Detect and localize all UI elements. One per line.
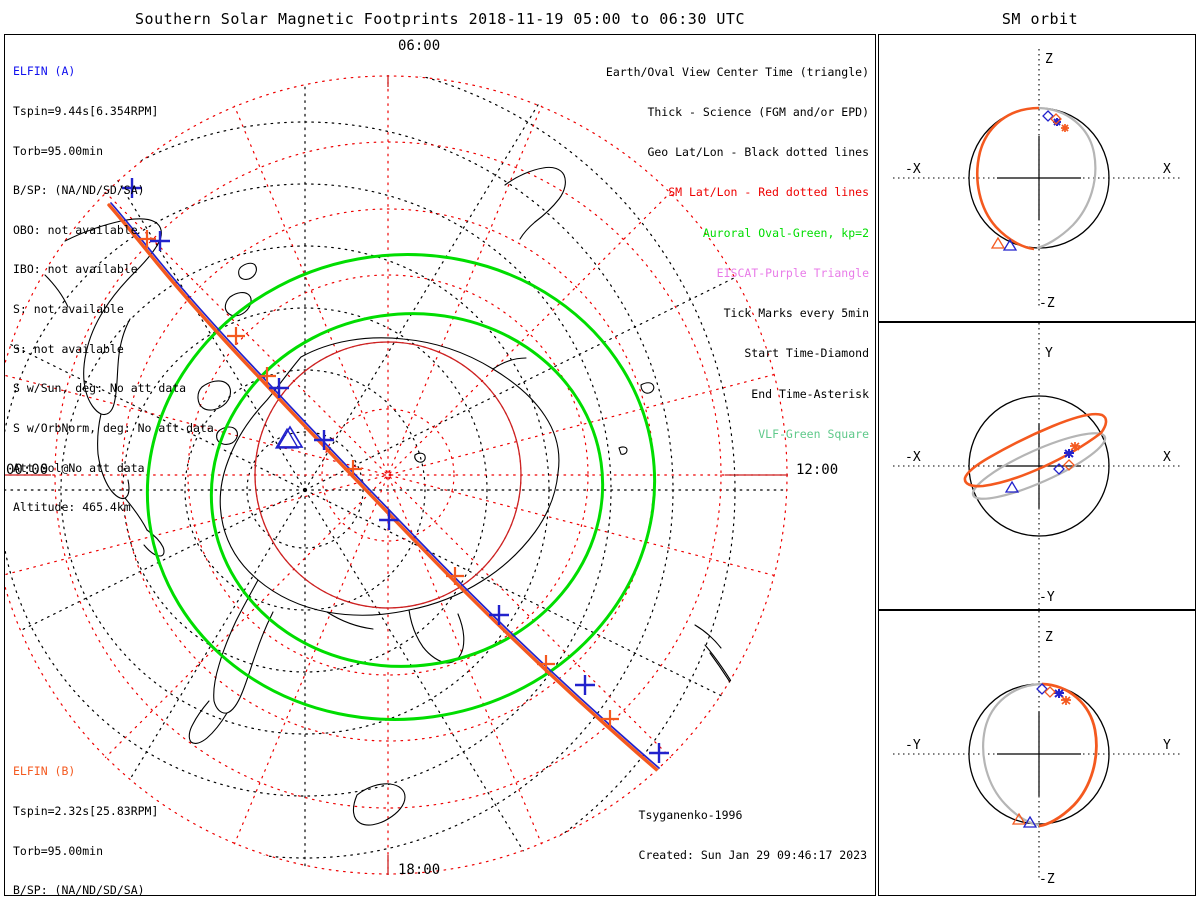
sm-xy-label-top: Y — [1045, 346, 1053, 361]
mlt-label-0600: 06:00 — [398, 38, 441, 54]
legend-item-8: End Time-Asterisk — [751, 386, 869, 401]
sm-xz-label-left: -X — [905, 162, 921, 177]
satellite-a-line-3: OBO: not available — [13, 222, 138, 237]
legend-item-5: EISCAT-Purple Triangle — [716, 265, 869, 280]
coastline — [44, 166, 788, 827]
legend-item-2: Geo Lat/Lon - Black dotted lines — [647, 145, 869, 160]
orbit-orange-yz — [1038, 682, 1098, 828]
view-center-triangle-elfin-a-yz — [1022, 815, 1038, 828]
satellite-b-line-2: B/SP: (NA/ND/SD/SA) — [13, 883, 145, 896]
view-center-triangle-elfin-a-xy — [1004, 480, 1020, 493]
view-center-triangle-elfin-a — [276, 425, 304, 448]
sm-orbit-yz-svg: -Y Y Z -Z — [893, 611, 1181, 887]
credits-block: Tsyganenko-1996 Created: Sun Jan 29 09:4… — [639, 782, 867, 889]
sm-inner-latitude-circle — [254, 341, 522, 609]
end-asterisk-elfin-b-yz — [1061, 696, 1071, 705]
legend-item-9: VLF-Green Square — [758, 426, 869, 441]
end-asterisk-elfin-a-xy — [1064, 449, 1074, 458]
satellite-b-name: ELFIN (B) — [13, 764, 76, 779]
orbit-orange-xz — [976, 106, 1040, 251]
start-diamond-elfin-a-xz — [1042, 110, 1054, 122]
orbit-orange-xy — [963, 412, 1108, 488]
sm-orbit-xy-svg: -X X Y -Y — [893, 323, 1181, 609]
sm-yz-dotted-axes — [893, 611, 1181, 881]
info-block-elfin-b: ELFIN (B) Tspin=2.32s[25.83RPM] Torb=95.… — [13, 739, 214, 896]
geo-grid — [5, 75, 788, 875]
sm-orbit-title: SM orbit — [1001, 10, 1079, 28]
satellite-a-name: ELFIN (A) — [13, 64, 76, 79]
view-center-triangle-elfin-a-xz — [1002, 238, 1018, 251]
sm-xy-center-crosshair — [997, 424, 1081, 508]
sm-xz-dotted-axes — [893, 49, 1181, 307]
view-center-triangle-elfin-b-yz — [1011, 812, 1027, 825]
sm-orbit-panel-yz: -Y Y Z -Z — [878, 610, 1196, 896]
start-diamond-elfin-b-yz — [1044, 686, 1056, 698]
legend-item-4: Auroral Oval-Green, kp=2 — [702, 225, 869, 240]
sm-orbit-xz-svg: -X X Z -Z — [893, 49, 1181, 311]
satellite-a-line-2: B/SP: (NA/ND/SD/SA) — [13, 183, 145, 198]
start-diamond-elfin-a-xy — [1053, 463, 1065, 475]
satellite-a-line-8: S w/OrbNorm, deg: No att data — [13, 420, 214, 435]
page-title: Southern Solar Magnetic Footprints 2018-… — [135, 10, 745, 28]
mlt-label-1200: 12:00 — [796, 462, 839, 478]
info-block-elfin-a: ELFIN (A) Tspin=9.44s[6.354RPM] Torb=95.… — [13, 39, 214, 541]
satellite-b-line-0: Tspin=2.32s[25.83RPM] — [13, 804, 159, 819]
satellite-a-line-7: S w/Sun, deg: No att data — [13, 381, 187, 396]
sm-xy-label-right: X — [1163, 450, 1171, 465]
polar-plot-svg — [5, 75, 788, 875]
sm-yz-label-left: -Y — [905, 738, 921, 753]
satellite-a-line-1: Torb=95.00min — [13, 143, 104, 158]
end-asterisk-elfin-b-xz — [1061, 124, 1069, 132]
sm-yz-label-top: Z — [1045, 630, 1053, 645]
sm-yz-label-bottom: -Z — [1039, 872, 1055, 887]
sm-xy-label-bottom: -Y — [1039, 590, 1055, 605]
start-diamond-elfin-a-yz — [1036, 683, 1048, 695]
polar-footprint-panel: ELFIN (A) Tspin=9.44s[6.354RPM] Torb=95.… — [4, 34, 876, 896]
model-label: Tsyganenko-1996 — [638, 807, 743, 822]
legend-item-1: Thick - Science (FGM and/or EPD) — [647, 105, 869, 120]
start-diamond-elfin-b-xz — [1050, 113, 1062, 125]
sm-xy-dotted-axes — [893, 323, 1181, 609]
sm-orbit-panel-xy: -X X Y -Y — [878, 322, 1196, 610]
satellite-a-line-4: IBO: not available — [13, 262, 138, 277]
legend-item-3: SM Lat/Lon - Red dotted lines — [668, 185, 869, 200]
satellite-a-line-10: Altitude: 465.4km — [13, 500, 131, 515]
legend-item-0: Earth/Oval View Center Time (triangle) — [605, 64, 869, 79]
auroral-oval-inner — [209, 312, 605, 668]
legend-item-7: Start Time-Diamond — [744, 346, 869, 361]
view-center-triangle-elfin-b — [274, 427, 300, 449]
mlt-label-0000: 00:00 — [6, 462, 49, 478]
satellite-a-line-5: S: not available — [13, 302, 124, 317]
start-diamond-elfin-b-xy — [1063, 459, 1075, 471]
sm-yz-center-crosshair — [997, 712, 1081, 796]
sm-orbit-panel-xz: -X X Z -Z — [878, 34, 1196, 322]
mlt-label-1800: 18:00 — [398, 862, 441, 878]
legend-block: Earth/Oval View Center Time (triangle) T… — [606, 39, 869, 468]
sm-yz-label-right: Y — [1163, 738, 1171, 753]
created-label: Created: Sun Jan 29 09:46:17 2023 — [638, 847, 867, 862]
view-center-triangle-elfin-b-xz — [990, 236, 1006, 249]
auroral-oval — [145, 253, 657, 721]
sm-xy-label-left: -X — [905, 450, 921, 465]
legend-item-6: Tick Marks every 5min — [723, 306, 869, 321]
end-asterisk-elfin-b-xy — [1070, 442, 1080, 451]
satellite-b-line-1: Torb=95.00min — [13, 843, 104, 858]
satellite-a-line-0: Tspin=9.44s[6.354RPM] — [13, 104, 159, 119]
plot-axes — [5, 75, 788, 875]
end-asterisk-elfin-a-xz — [1053, 118, 1061, 126]
orbit-grey-xz — [1036, 106, 1097, 250]
satellite-a-line-9: Att.Sol@No att data — [13, 460, 145, 475]
sm-xz-label-bottom: -Z — [1039, 296, 1055, 311]
satellite-a-line-6: S: not available — [13, 341, 124, 356]
sm-xz-label-right: X — [1163, 162, 1171, 177]
auroral-oval-outer — [145, 253, 657, 721]
sm-xz-label-top: Z — [1045, 52, 1053, 67]
sm-xz-center-crosshair — [997, 136, 1081, 220]
earth-circle-xy — [968, 395, 1110, 537]
end-asterisk-elfin-a-yz — [1054, 689, 1064, 698]
orbit-grey-xy — [971, 432, 1107, 500]
